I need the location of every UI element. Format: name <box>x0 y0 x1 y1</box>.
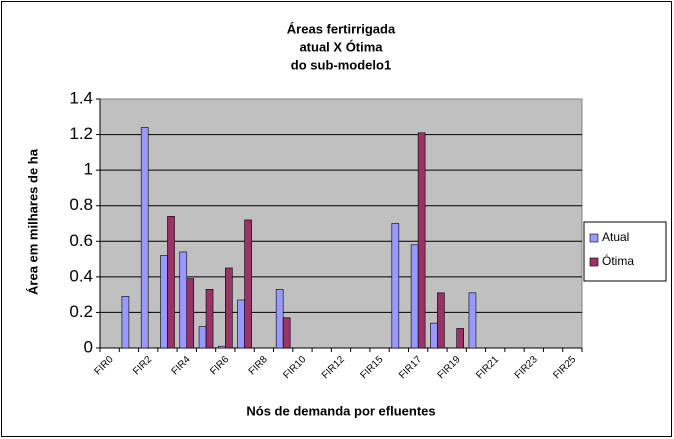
legend-label: Atual <box>602 230 629 244</box>
bar <box>237 299 245 349</box>
y-tick-label: 0.8 <box>69 195 93 214</box>
bar <box>430 322 438 349</box>
y-axis-label: Área em milhares de ha <box>25 148 40 295</box>
bar <box>140 127 149 349</box>
bar <box>410 244 419 349</box>
y-tick-label: 1.2 <box>69 124 93 143</box>
chart-title: atual X Ótima <box>299 39 383 54</box>
y-tick-label: 0 <box>84 337 93 356</box>
y-tick-label: 0.4 <box>69 266 93 285</box>
y-tick-label: 0.2 <box>69 302 93 321</box>
bar <box>198 326 207 349</box>
bar <box>160 255 168 349</box>
bar <box>167 216 175 349</box>
legend-label: Ótima <box>602 253 634 268</box>
bar <box>282 317 291 349</box>
bar <box>225 267 233 349</box>
bar <box>218 345 226 349</box>
bar <box>179 251 188 349</box>
y-tick-label: 0.6 <box>69 231 93 250</box>
legend-box <box>583 221 667 282</box>
y-tick-label: 1.4 <box>69 88 93 107</box>
chart-title: do sub-modelo1 <box>291 57 391 72</box>
y-tick-label: 1 <box>84 160 93 179</box>
x-axis-label: Nós de demanda por efluentes <box>246 403 435 418</box>
bar <box>437 292 445 349</box>
bar <box>205 289 214 349</box>
bar <box>417 132 426 349</box>
bar <box>456 328 464 349</box>
bar <box>121 296 130 349</box>
bar <box>391 223 400 349</box>
bar <box>468 292 477 349</box>
legend-swatch <box>589 233 599 243</box>
chart-title: Áreas fertirrigada <box>287 21 396 36</box>
bar <box>275 289 284 349</box>
legend-swatch <box>589 257 599 267</box>
bar <box>244 219 252 349</box>
bar <box>186 278 195 349</box>
